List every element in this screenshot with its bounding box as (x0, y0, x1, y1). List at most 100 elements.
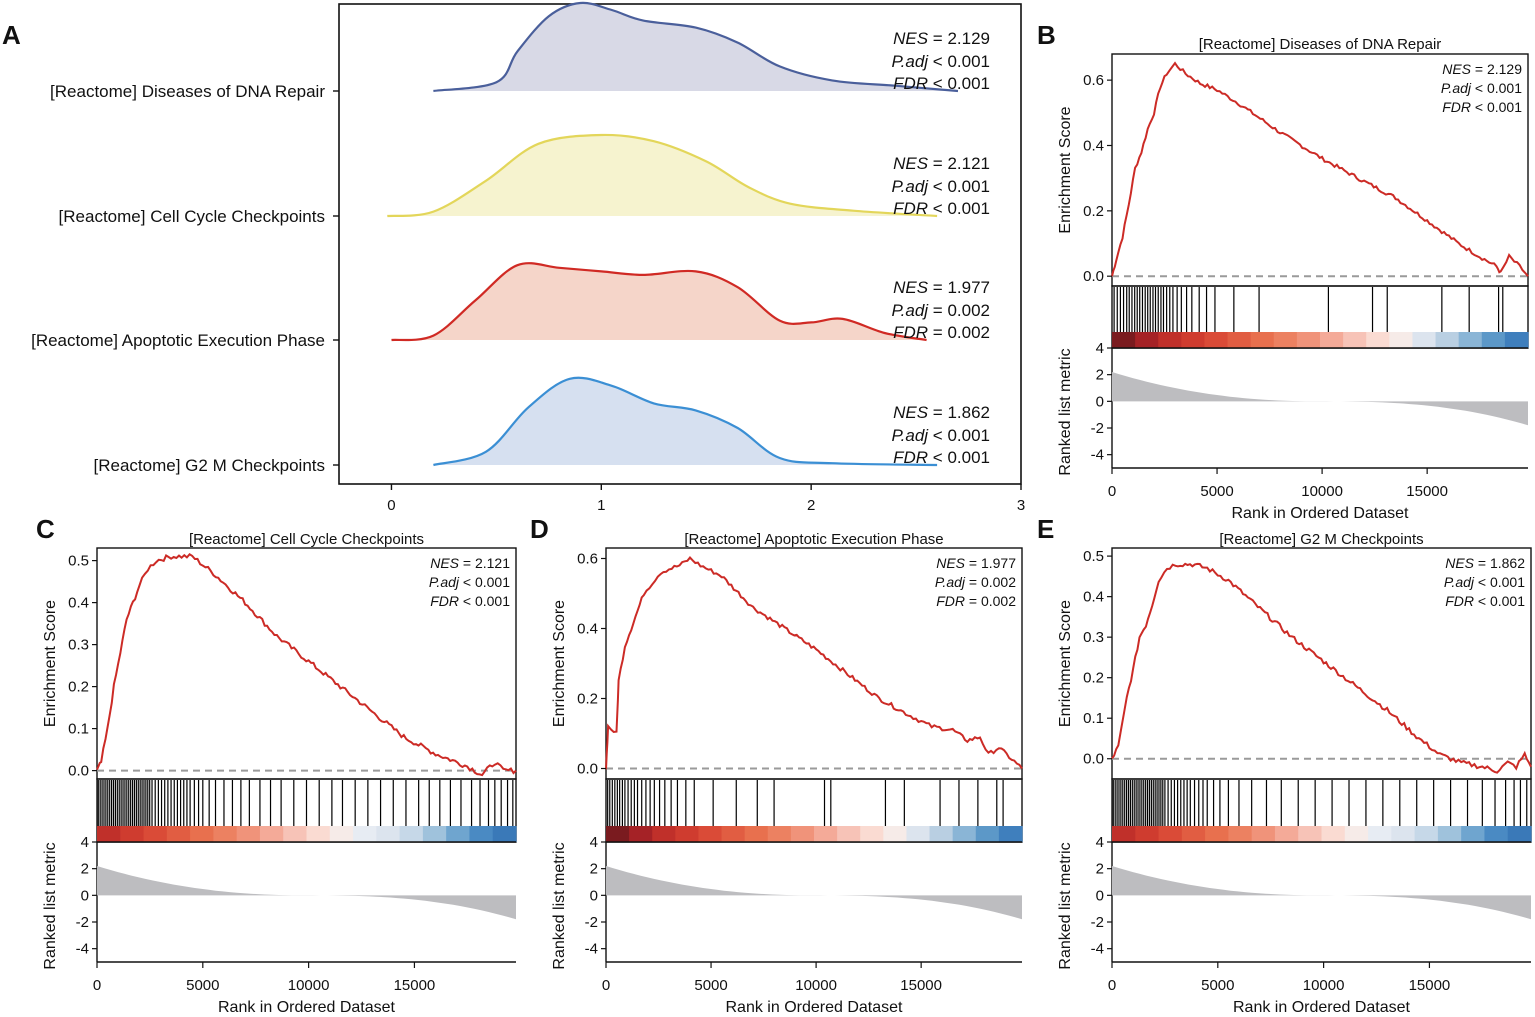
es-ytick-label: 0.6 (1083, 72, 1104, 89)
es-ytick-label: 0.2 (1083, 203, 1104, 220)
metric-ytick-label: 4 (1096, 340, 1104, 357)
ridge-padj: P.adj = 0.002 (892, 301, 990, 320)
es-ytick-label: 0.2 (1083, 670, 1104, 687)
gsea-padj: P.adj < 0.001 (1444, 574, 1525, 590)
ridge-fdr: FDR < 0.001 (893, 199, 990, 218)
panel-letter-a: A (2, 20, 21, 50)
es-ytick-label: 0.2 (577, 691, 598, 708)
ridge-line (391, 262, 927, 342)
ridge-xtick-label: 1 (597, 497, 605, 514)
ridge-line (433, 376, 938, 467)
heat-segment (306, 826, 331, 842)
x-tick-label: 0 (1108, 977, 1116, 994)
heat-segment (1273, 332, 1298, 348)
heat-segment (1158, 826, 1183, 842)
heat-segment (1321, 826, 1346, 842)
heat-segment (1344, 826, 1369, 842)
heat-segment (1250, 332, 1275, 348)
heat-segment (1135, 826, 1160, 842)
x-tick-label: 5000 (1201, 977, 1234, 994)
x-tick-label: 15000 (1409, 977, 1451, 994)
es-ytick-label: 0.3 (68, 637, 89, 654)
es-ytick-label: 0.5 (1083, 548, 1104, 565)
ranked-metric-area (606, 866, 1022, 920)
heat-segment (1481, 332, 1506, 348)
heat-segment (1228, 826, 1253, 842)
heat-segment (1181, 826, 1206, 842)
es-ytick-label: 0.1 (1083, 710, 1104, 727)
x-tick-label: 15000 (900, 977, 942, 994)
metric-ytick-label: 2 (81, 861, 89, 878)
heat-segment (143, 826, 168, 842)
es-ytick-label: 0.0 (1083, 751, 1104, 768)
heat-segment (236, 826, 261, 842)
panel-letter-e: E (1037, 514, 1054, 544)
heat-segment (1205, 826, 1229, 842)
panel-letter-c: C (36, 514, 55, 544)
heat-segment (721, 826, 746, 842)
ridge-area (387, 134, 938, 216)
ridge-padj: P.adj < 0.001 (892, 426, 990, 445)
x-tick-label: 5000 (1200, 483, 1233, 500)
heat-segment (259, 826, 284, 842)
es-ytick-label: 0.4 (577, 621, 598, 638)
ridge-label: [Reactome] Apoptotic Execution Phase (31, 331, 325, 350)
x-tick-label: 10000 (1301, 483, 1343, 500)
heat-segment (1435, 332, 1460, 348)
heat-segment (1296, 332, 1321, 348)
heat-segment (606, 826, 630, 842)
panel-a: A [Reactome] Diseases of DNA Repair NES = … (2, 1, 1025, 514)
heat-segment (166, 826, 191, 842)
metric-ytick-label: 4 (81, 834, 89, 851)
ridge-axes-frame (338, 3, 1022, 485)
es-ytick-label: 0.4 (1083, 589, 1104, 606)
heat-segment (329, 826, 354, 842)
ridge-line (387, 133, 938, 218)
heat-segment (629, 826, 653, 842)
ridge-xtick-label: 2 (807, 497, 815, 514)
metric-ytick-label: 2 (1096, 861, 1104, 878)
metric-ytick-label: -4 (1091, 447, 1104, 464)
heat-segment (1507, 826, 1532, 842)
ridge-fdr: FDR = 0.002 (893, 323, 990, 342)
x-tick-label: 10000 (288, 977, 330, 994)
heat-segment (929, 826, 954, 842)
ridge-label: [Reactome] Cell Cycle Checkpoints (59, 207, 325, 226)
x-tick-label: 5000 (186, 977, 219, 994)
es-ytick-label: 0.4 (68, 595, 89, 612)
x-axis-label: Rank in Ordered Dataset (726, 999, 904, 1016)
metric-ylabel: Ranked list metric (42, 842, 59, 969)
x-tick-label: 15000 (394, 977, 436, 994)
heat-segment (1484, 826, 1509, 842)
metric-ytick-label: 2 (590, 861, 598, 878)
gsea-padj: P.adj = 0.002 (935, 574, 1016, 590)
heat-segment (1458, 332, 1483, 348)
es-ylabel: Enrichment Score (1057, 106, 1074, 233)
ridge-4: [Reactome] G2 M Checkpoints NES = 1.862 P.… (94, 376, 990, 475)
es-curve (1111, 61, 1529, 277)
heat-segment (1320, 332, 1344, 348)
heat-segment (1412, 332, 1437, 348)
es-ytick-label: 0.6 (577, 551, 598, 568)
metric-ytick-label: -4 (1091, 941, 1104, 958)
ridge-fdr: FDR < 0.001 (893, 448, 990, 467)
heat-segment (1298, 826, 1323, 842)
heat-segment (1135, 332, 1159, 348)
es-ytick-label: 0.1 (68, 721, 89, 738)
ridge-padj: P.adj < 0.001 (892, 177, 990, 196)
gsea-title: [Reactome] Diseases of DNA Repair (1199, 36, 1442, 53)
gsea-padj: P.adj < 0.001 (429, 574, 510, 590)
panel-b: B [Reactome] Diseases of DNA Repair 0.0 0.2… (1037, 20, 1529, 522)
metric-ytick-label: 2 (1096, 367, 1104, 384)
heat-segment (1274, 826, 1299, 842)
panel-e: E [Reactome] G2 M Checkpoints 0.0 0.1 0.2 0.3… (1037, 514, 1532, 1016)
heat-segment (767, 826, 792, 842)
heat-segment (790, 826, 815, 842)
gsea-fdr: FDR = 0.002 (936, 593, 1016, 609)
x-tick-label: 0 (93, 977, 101, 994)
ridge-1: [Reactome] Diseases of DNA Repair NES = 2… (50, 1, 990, 101)
ranked-metric-area (97, 866, 516, 920)
heat-segment (1366, 332, 1390, 348)
heat-segment (492, 826, 517, 842)
x-tick-label: 15000 (1406, 483, 1448, 500)
